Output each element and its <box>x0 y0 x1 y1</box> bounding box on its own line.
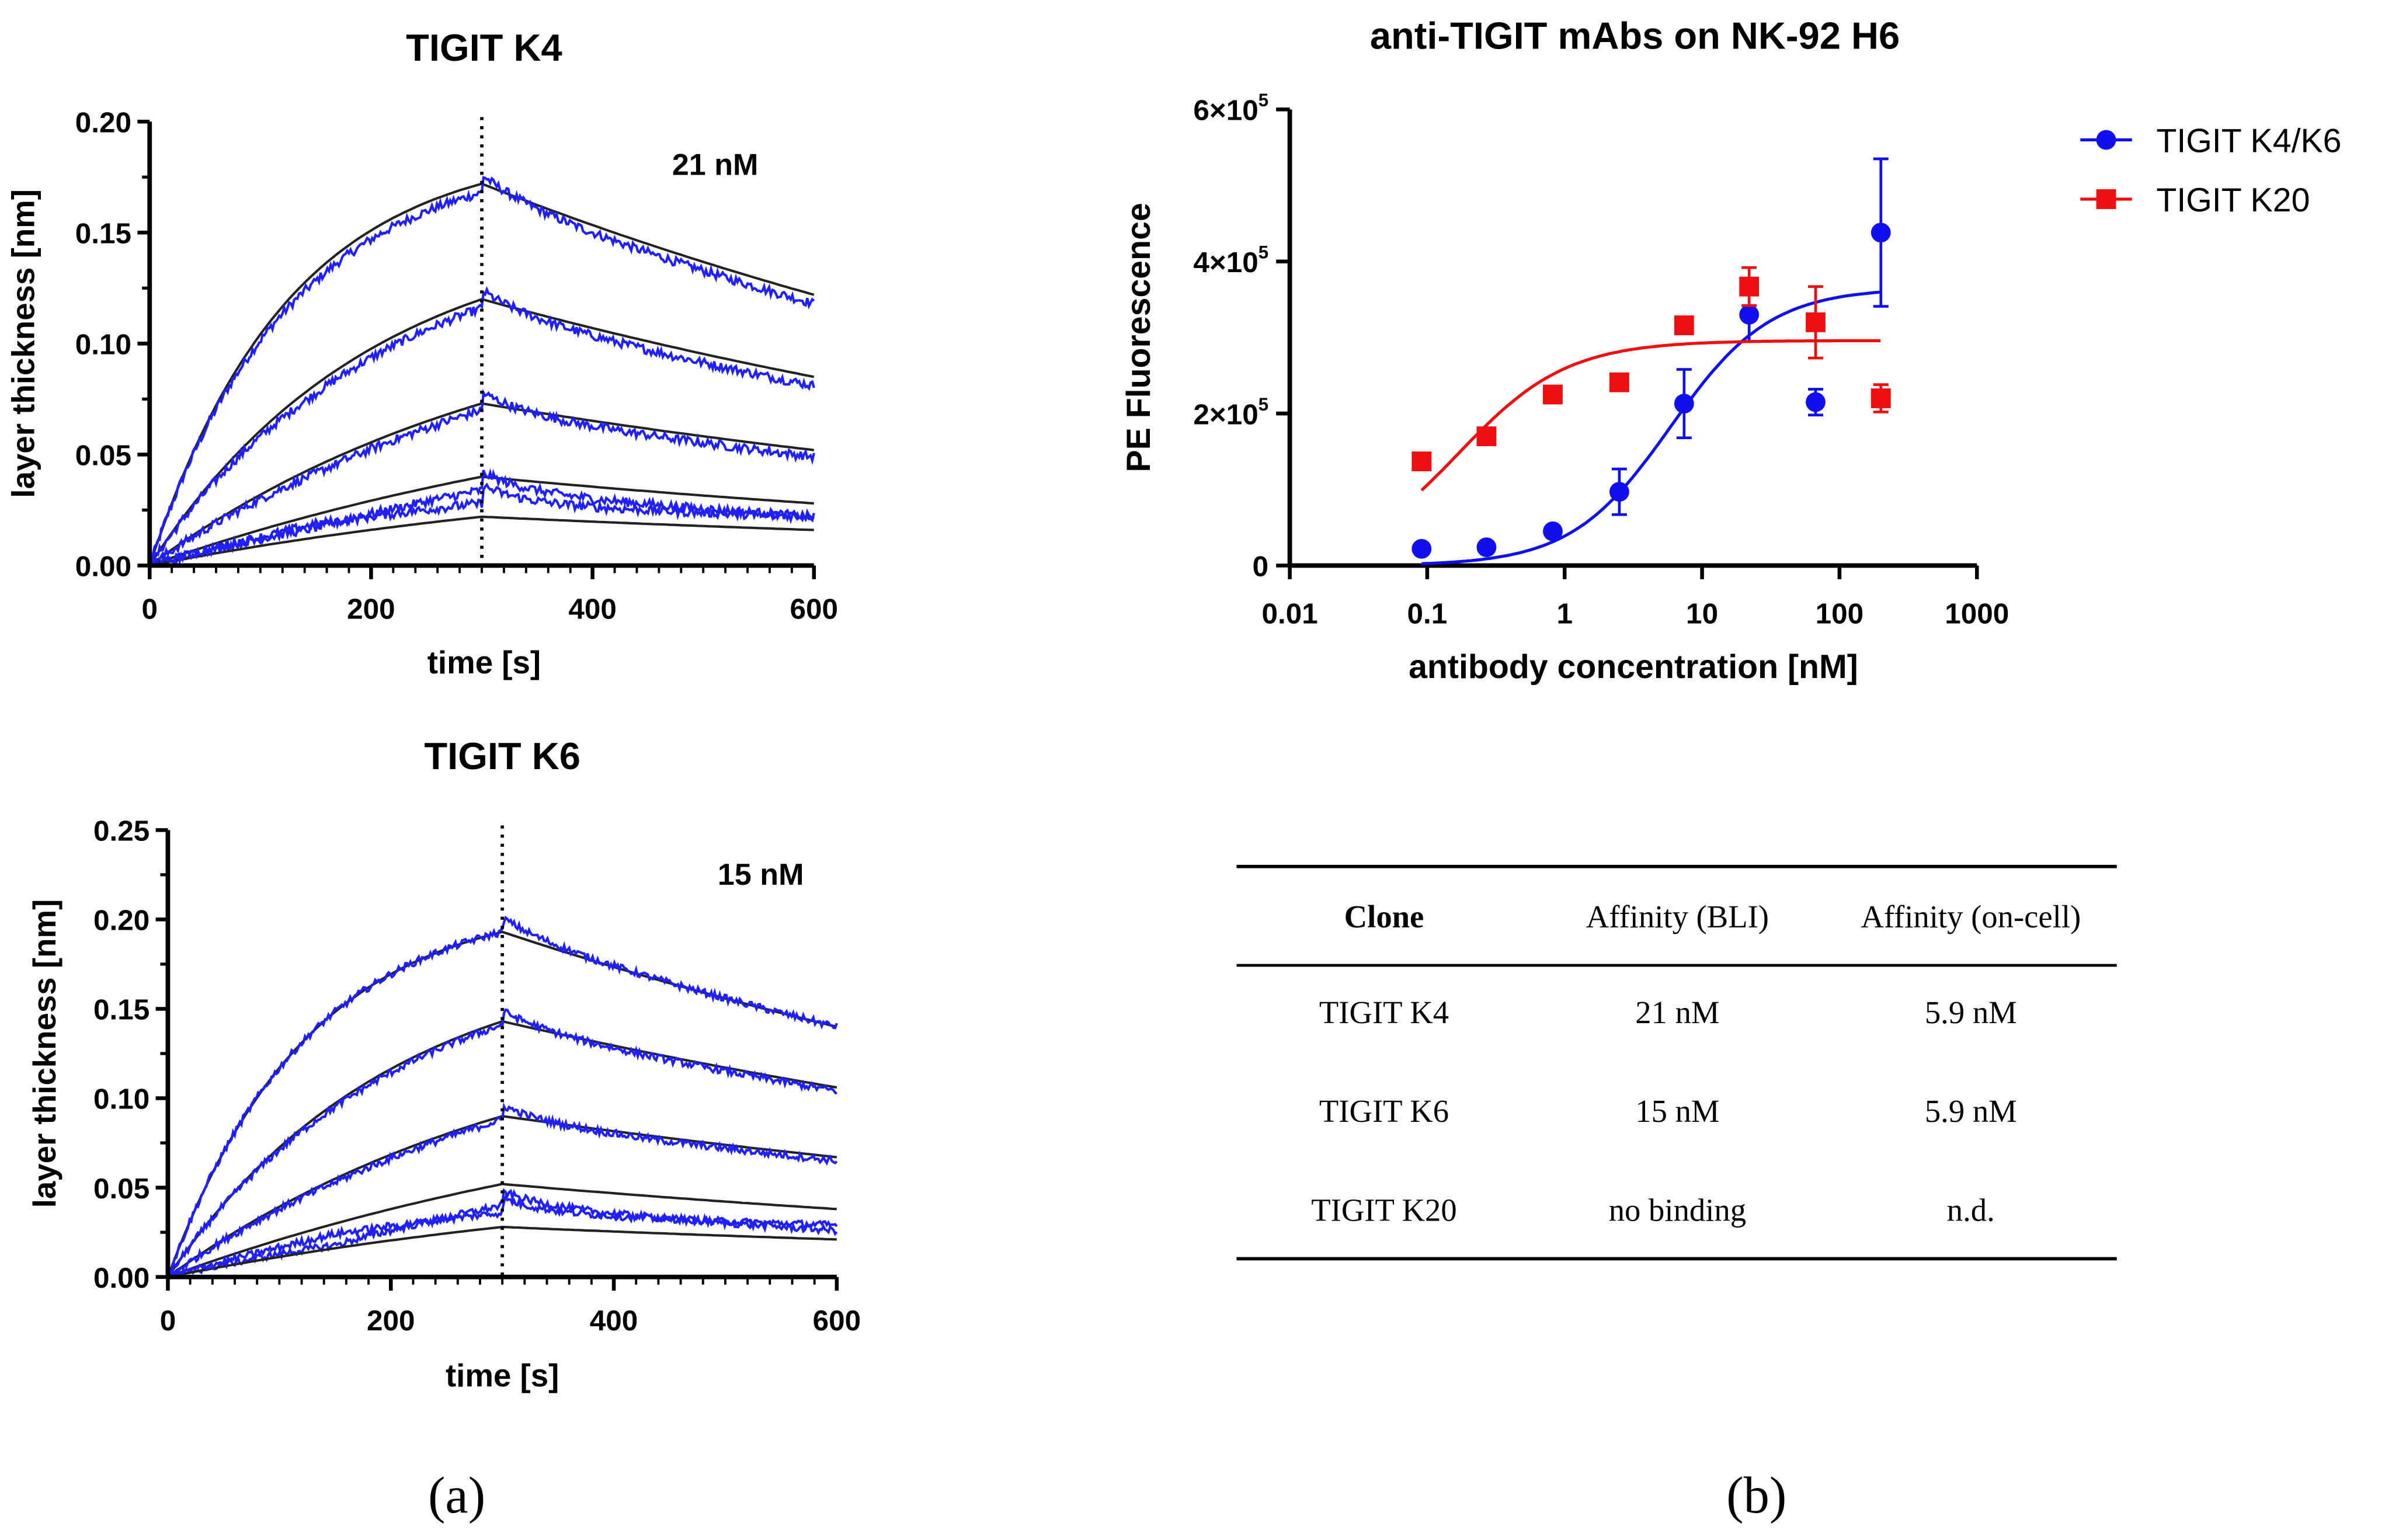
data-point <box>1739 304 1760 325</box>
y-axis-label: layer thickness [nm] <box>27 899 62 1208</box>
data-point <box>1871 388 1891 408</box>
dose-response-chart: anti-TIGIT mAbs on NK-92 H6 antibody conc… <box>1120 14 2341 686</box>
x-tick-label: 200 <box>347 593 395 625</box>
y-tick-label: 0.25 <box>93 815 150 847</box>
y-tick-label: 0.10 <box>93 1083 150 1115</box>
data-point <box>1543 384 1563 405</box>
chart-title: TIGIT K4 <box>406 26 562 69</box>
column-header: Affinity (BLI) <box>1586 899 1769 934</box>
x-tick-label: 0.1 <box>1407 597 1448 630</box>
data-point <box>1739 276 1760 297</box>
table-row: TIGIT K4 21 nM 5.9 nM <box>1319 995 2017 1030</box>
legend-label: TIGIT K20 <box>2156 182 2310 219</box>
y-tick-label: 2×105 <box>1193 394 1268 430</box>
y-tick-label: 6×105 <box>1193 90 1268 126</box>
x-tick-label: 400 <box>568 593 617 625</box>
bli-chart-k6: TIGIT K6 15 nM time [s] layer thickness [nm… <box>27 735 861 1393</box>
data-point <box>1411 538 1432 559</box>
x-tick-label: 10 <box>1686 597 1718 630</box>
affinity-table: Clone Affinity (BLI) Affinity (on-cell) TIG… <box>1236 864 2117 1261</box>
y-tick-base: 6×10 <box>1193 95 1258 127</box>
data-point <box>1674 394 1694 414</box>
y-tick-exponent: 5 <box>1258 90 1268 110</box>
y-axis-label: layer thickness [nm] <box>5 189 41 498</box>
y-tick-label: 0.10 <box>75 329 131 361</box>
x-tick-label: 0 <box>141 593 158 625</box>
y-tick-exponent: 5 <box>1258 394 1268 415</box>
table-cell: TIGIT K4 <box>1319 995 1449 1030</box>
table-cell: n.d. <box>1947 1192 1995 1228</box>
table-cell: 5.9 nM <box>1925 1093 2017 1129</box>
y-tick-label: 0.00 <box>75 551 131 583</box>
data-point <box>1871 223 1891 243</box>
x-axis-label: antibody concentration [nM] <box>1409 648 1858 686</box>
data-point <box>1543 521 1563 541</box>
table-row: TIGIT K6 15 nM 5.9 nM <box>1319 1093 2017 1129</box>
data-point <box>1476 537 1497 558</box>
fit-curve <box>168 1225 837 1278</box>
legend-marker <box>2096 130 2116 150</box>
fit-curve-0 <box>1421 290 1881 565</box>
chart-title: TIGIT K6 <box>424 735 580 777</box>
y-axis-label: PE Fluorescence <box>1120 203 1157 472</box>
y-tick-label: 0.20 <box>75 106 131 138</box>
concentration-label: 15 nM <box>718 858 804 892</box>
data-point <box>1476 426 1497 447</box>
x-axis-label: time [s] <box>446 1358 559 1393</box>
fit-curve-1 <box>1420 339 1881 492</box>
x-tick-label: 0 <box>160 1305 176 1337</box>
x-tick-label: 1 <box>1556 597 1573 630</box>
table-cell: no binding <box>1609 1192 1746 1228</box>
data-point <box>1806 392 1826 412</box>
table-cell: 21 nM <box>1635 995 1719 1030</box>
y-tick-label: 0.15 <box>75 218 131 250</box>
column-header: Affinity (on-cell) <box>1861 899 2081 934</box>
x-tick-label: 100 <box>1816 597 1864 630</box>
y-tick-base: 0 <box>1253 551 1269 583</box>
data-trace <box>149 482 815 568</box>
data-point <box>1609 482 1629 502</box>
data-point <box>1674 315 1694 335</box>
x-tick-label: 200 <box>367 1305 415 1337</box>
x-tick-label: 0.01 <box>1261 597 1317 630</box>
panel-label-a: (a) <box>428 1467 485 1524</box>
table-cell: TIGIT K20 <box>1311 1192 1456 1228</box>
bli-chart-k4: TIGIT K4 21 nM time [s] layer thickness [nm… <box>5 26 838 680</box>
x-tick-label: 600 <box>813 1305 861 1337</box>
x-tick-label: 1000 <box>1945 597 2009 630</box>
table-cell: 5.9 nM <box>1925 995 2017 1030</box>
chart-title: anti-TIGIT mAbs on NK-92 H6 <box>1370 14 1900 57</box>
column-header: Clone <box>1344 899 1424 934</box>
y-tick-label: 0.05 <box>93 1173 150 1205</box>
fit-curve <box>149 515 814 567</box>
x-axis-label: time [s] <box>427 645 541 680</box>
y-tick-label: 0.15 <box>93 994 150 1026</box>
concentration-label: 21 nM <box>672 148 759 182</box>
x-tick-label: 400 <box>590 1305 638 1337</box>
data-point <box>1609 372 1629 392</box>
y-tick-label: 0 <box>1253 551 1269 583</box>
y-tick-exponent: 5 <box>1258 242 1268 263</box>
panel-label-b: (b) <box>1726 1467 1786 1524</box>
y-tick-label: 4×105 <box>1193 242 1268 279</box>
x-tick-label: 600 <box>790 593 839 625</box>
y-tick-label: 0.05 <box>75 440 131 472</box>
table-row: TIGIT K20 no binding n.d. <box>1311 1192 1995 1228</box>
y-tick-label: 0.20 <box>93 905 150 937</box>
table-cell: 15 nM <box>1635 1093 1719 1129</box>
data-trace <box>150 286 815 567</box>
table-cell: TIGIT K6 <box>1319 1093 1449 1129</box>
legend-marker <box>2096 189 2116 209</box>
data-point <box>1411 451 1432 471</box>
y-tick-label: 0.00 <box>93 1262 150 1294</box>
legend-label: TIGIT K4/K6 <box>2156 122 2341 159</box>
data-point <box>1806 312 1826 332</box>
y-tick-base: 4×10 <box>1193 246 1258 279</box>
y-tick-base: 2×10 <box>1193 398 1258 430</box>
